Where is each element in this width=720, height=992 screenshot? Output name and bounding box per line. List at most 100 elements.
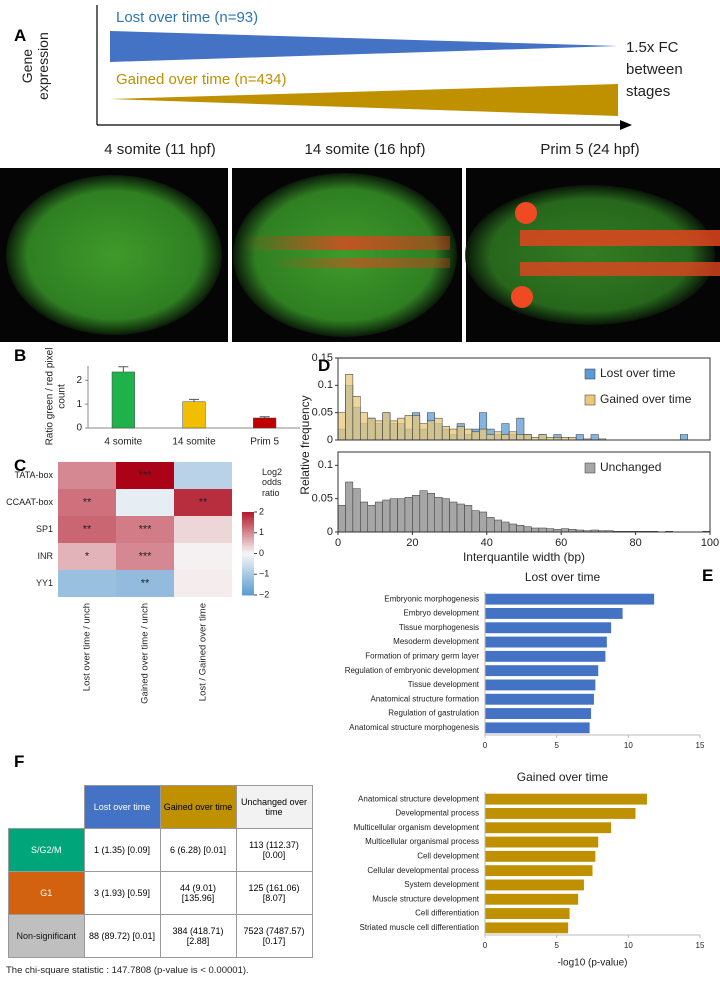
contingency-table: Lost over time Gained over time Unchange… [8,785,313,958]
histogram-bar [538,527,547,533]
cell: 113 (112.37) [0.00] [235,828,313,872]
x-tick-label: 60 [555,537,567,549]
histogram-bar [367,417,376,441]
bar [485,693,594,705]
histogram-bar [382,412,391,441]
heat-cell [58,516,116,543]
bar [485,836,599,848]
colorbar-segment [242,545,254,548]
category-label: Multicellular organismal process [365,837,479,846]
gained-wedge [110,84,618,116]
column-header: Lost over time [83,785,161,829]
x-tick-label: Prim 5 [250,437,279,448]
histogram-bar [337,412,346,441]
bar [485,722,590,734]
legend-swatch [584,368,596,380]
y-tick-label: 0.1 [318,459,333,471]
cell: 1 (1.35) [0.09] [83,828,161,872]
histogram-bar [404,497,413,533]
bar [485,908,570,919]
bar [485,665,599,677]
histogram-bar [434,497,443,533]
legend-label: Gained over time [600,392,692,406]
colorbar-segment [242,526,254,530]
bar [485,822,612,834]
column-label: Gained over time / unch [140,603,151,704]
cell-annotation: ** [83,496,92,508]
row-label: CCAAT-box [6,497,53,507]
y-tick-label: 0.05 [312,407,333,419]
histogram-bar [493,431,502,441]
category-label: Anatomical structure morphogenesis [349,723,479,732]
y-tick-label: 0.1 [318,379,333,391]
table-footer: The chi-square statistic : 147.7808 (p-v… [6,965,249,976]
panel-label: D [318,356,331,375]
cell-annotation: ** [83,523,92,535]
category-label: Tissue morphogenesis [399,623,479,632]
y-tick-label: 0.15 [312,352,333,364]
heat-cell [174,462,232,489]
colorbar-tick-label: −2 [259,589,269,599]
x-tick-label: 0 [483,741,488,750]
colorbar-segment [242,547,254,550]
histogram-bar [389,498,398,533]
heat-cell [116,570,174,597]
histogram-bar [456,503,465,533]
stage-label: 14 somite (16 hpf) [305,141,426,158]
plot-frame [337,451,711,533]
x-tick-label: 14 somite [172,437,216,448]
histogram-bar [575,434,584,441]
histogram-bar [397,417,406,441]
histogram-bar [590,434,599,441]
colorbar-segment [242,541,254,544]
category-label: Regulation of embryonic development [345,666,480,675]
colorbar-segment [242,534,254,538]
histogram-bar [501,434,510,441]
colorbar-segment [242,570,254,573]
colorbar-segment [242,530,254,534]
legend-label: Lost over time [600,366,676,380]
heat-cell [58,489,116,516]
histogram-bar [412,415,421,441]
bar [485,922,569,934]
lost-wedge [110,31,618,62]
histogram-bar [441,498,450,533]
histogram-bar [538,434,547,441]
category-label: Cell development [417,851,480,860]
bar [485,679,596,691]
column-header: Gained over time [159,785,237,829]
colorbar-tick-label: 1 [259,527,264,537]
y-tick-label: 1 [76,399,82,410]
category-label: Multicellular organism development [354,823,480,832]
colorbar-segment [242,512,254,515]
y-tick-label: 0 [76,423,82,434]
histogram-bar [479,511,488,533]
colorbar-segment [242,586,254,590]
histogram-bar [360,412,369,441]
colorbar-tick-label: 0 [259,548,264,558]
histogram-bar [479,428,488,441]
cell-annotation: *** [139,550,153,562]
histogram-bar [352,396,361,441]
colorbar-segment [242,561,254,565]
y-tick-label: 0.05 [312,493,333,505]
histogram-bar [419,490,428,533]
chart-title: Gained over time [517,770,609,784]
heat-cell [116,516,174,543]
colorbar-tick-label: 2 [259,506,264,516]
cell: 88 (89.72) [0.01] [83,914,161,958]
colorbar-segment [242,514,254,517]
heat-cell [58,462,116,489]
y-tick-label: 0 [327,434,333,446]
panel-label: E [702,566,714,585]
legend-swatch [584,462,596,474]
x-label: Interquantile width (bp) [463,550,585,564]
histogram-bar [523,526,532,533]
lost-label: Lost over time (n=93) [116,9,258,26]
row-label: TATA-box [14,470,53,480]
cell: 44 (9.01) [135.96] [159,871,237,915]
heat-cell [174,543,232,570]
histogram-bar [493,519,502,533]
colorbar-segment [242,524,254,528]
